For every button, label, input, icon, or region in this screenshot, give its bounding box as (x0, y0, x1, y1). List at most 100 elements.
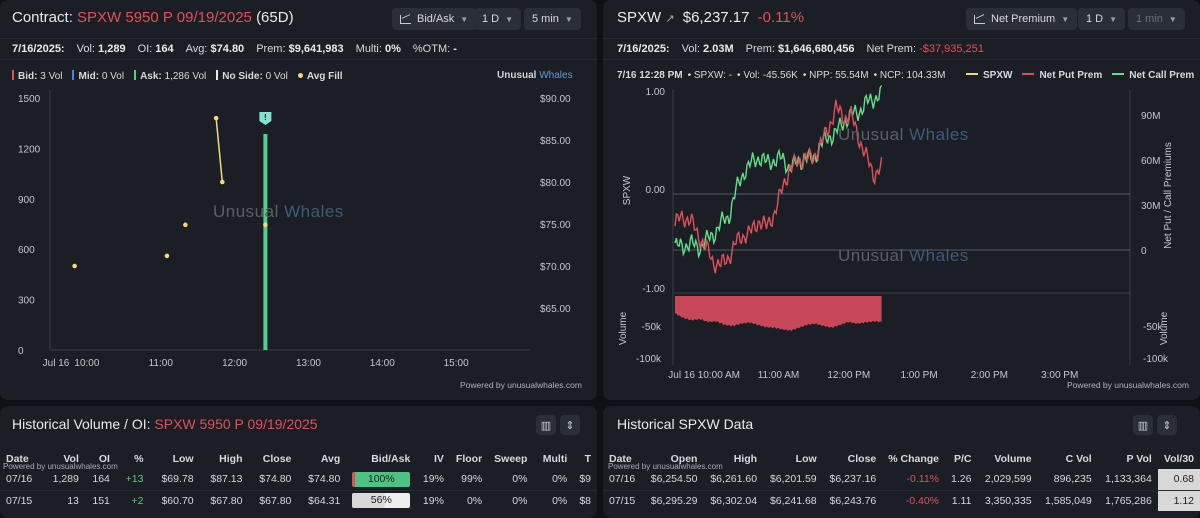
legend-avg-fill[interactable]: Avg Fill (297, 71, 343, 82)
table-cell-close: $67.80 (248, 489, 298, 511)
hist-spx-title: Historical SPXW Data (617, 416, 754, 432)
column-header[interactable]: Sweep (494, 452, 528, 465)
table-cell-low: $60.70 (149, 489, 200, 511)
premium-mode-select[interactable]: Net Premium ▼ (966, 8, 1078, 30)
historical-spxw-panel: Historical SPXW Data ▥ ⇕ Date Open High Low… (603, 406, 1200, 518)
table-row[interactable]: 07/16 1,289 164 +13 $69.78 $87.13 $74.80 $74.80… (0, 469, 597, 490)
table-cell-low: $6,241.68 (763, 489, 823, 511)
column-header[interactable]: P Vol (1126, 452, 1152, 465)
interval-select[interactable]: 1 min ▼ (1128, 8, 1185, 30)
avg-fill-point (220, 179, 225, 185)
column-header[interactable]: Floor (455, 452, 483, 465)
column-header[interactable]: OI (98, 452, 110, 465)
column-header[interactable]: High (733, 452, 758, 465)
column-header[interactable]: Low (172, 452, 194, 465)
table-cell-date: 07/15 (0, 489, 47, 511)
x-tick-label: 13:00 (296, 358, 321, 369)
table-cell-date: 07/16 (6, 473, 33, 486)
y-left-tick-label: 1200 (18, 144, 41, 155)
legend-spxw[interactable]: SPXW (966, 70, 1012, 81)
columns-icon[interactable]: ▥ (1133, 415, 1153, 435)
avg-fill-line (215, 118, 224, 183)
column-header[interactable]: High (219, 452, 243, 465)
vol-tick-label: -50k (642, 322, 662, 333)
table-cell-high: $67.80 (199, 489, 249, 511)
x-tick-label: 10:00 (74, 358, 99, 369)
volume-axis-label-right: Volume (1159, 311, 1171, 346)
range-select[interactable]: 1 D ▼ (1078, 8, 1126, 30)
range-label: 1 D (1086, 13, 1104, 25)
legend-mid[interactable]: Mid: 0 Vol (72, 70, 124, 82)
expand-icon[interactable]: ⇕ (1157, 415, 1177, 435)
column-header[interactable]: Date (6, 452, 29, 465)
column-header[interactable]: % Change (888, 452, 940, 465)
column-header[interactable]: IV (433, 452, 444, 465)
legend-noside[interactable]: No Side: 0 Vol (216, 70, 288, 82)
legend-ask[interactable]: Ask: 1,286 Vol (134, 70, 206, 82)
table-cell-chg: -0.11% (906, 473, 940, 486)
column-header[interactable]: Vol/30 (1163, 452, 1194, 465)
column-header[interactable]: P/C (953, 452, 972, 465)
external-link-icon[interactable]: ↗ (665, 13, 675, 25)
table-row[interactable]: 07/15 13 151 +2 $60.70 $67.80 $67.80 $64.31 56% 1… (0, 489, 597, 511)
legend-net-call[interactable]: Net Call Prem (1112, 70, 1194, 81)
x-tick-label: 12:00 (222, 358, 247, 369)
chevron-down-icon: ▼ (1168, 14, 1177, 24)
column-header[interactable]: Vol (63, 452, 79, 465)
table-row[interactable]: 07/16 $6,254.50 $6,261.60 $6,201.59 $6,237.1… (603, 469, 1200, 490)
column-header[interactable]: Bid/Ask (371, 452, 411, 465)
chart-mode-select[interactable]: Bid/Ask ▼ (392, 8, 477, 30)
column-header[interactable]: Open (670, 452, 698, 465)
stat-vol: Vol: 2.03M (681, 43, 734, 55)
y-right-tick-label: $75.00 (540, 220, 571, 231)
x-tick-label: 12:00 PM (827, 370, 870, 381)
y-right-tick-label: $90.00 (540, 94, 571, 105)
contract-chart-panel: Contract: SPXW 5950 P 09/19/2025 (65D) B… (0, 0, 597, 400)
legend-bid[interactable]: Bid: 3 Vol (12, 70, 62, 82)
table-cell-date: 07/16 (609, 473, 636, 486)
interval-select[interactable]: 5 min ▼ (524, 8, 581, 30)
powered-by: Powered by unusualwhales.com (3, 462, 118, 471)
spxw-price: $6,237.17 (682, 9, 750, 26)
contract-symbol[interactable]: SPXW 5950 P 09/19/2025 (77, 9, 252, 26)
column-header[interactable]: Low (795, 452, 817, 465)
net-premium-chart: 1.00 0.00 -1.00 90M 60M 30M 0 -50k -100k -50k -100… (636, 85, 1169, 381)
stat-multi: Multi: 0% (355, 43, 401, 55)
stat-prem: Prem: $9,641,983 (256, 43, 344, 55)
contract-title-prefix: Contract: (12, 9, 73, 26)
column-header[interactable]: C Vol (1065, 452, 1092, 465)
volume-axis-label-left: Volume (618, 311, 630, 346)
marker-flag-icon (259, 111, 272, 125)
range-select[interactable]: 1 D ▼ (474, 8, 522, 30)
spxw-symbol[interactable]: SPXW (617, 9, 662, 26)
column-header[interactable]: Avg (320, 452, 341, 465)
spxw-stats-bar: 7/16/2025: Vol: 2.03M Prem: $1,646,680,4… (603, 38, 1200, 60)
axis-left-label: SPXW (622, 175, 634, 206)
premium-mode-label: Net Premium (991, 13, 1056, 25)
column-header[interactable]: % (134, 452, 144, 465)
table-row[interactable]: 07/15 $6,295.29 $6,302.04 $6,241.68 $6,243.7… (603, 489, 1200, 511)
column-header[interactable]: Close (262, 452, 292, 465)
table-cell-close: $74.80 (259, 473, 292, 486)
column-header[interactable]: T (584, 452, 591, 465)
chevron-down-icon: ▼ (564, 14, 573, 24)
historical-volume-oi-panel: Historical Volume / OI: SPXW 5950 P 09/1… (0, 406, 597, 518)
table-cell-pc: 1.26 (951, 473, 972, 486)
column-header[interactable]: Multi (542, 452, 568, 465)
vol-tick-label: -100k (1143, 354, 1169, 365)
y-right-tick-label: 30M (1141, 201, 1160, 212)
columns-icon[interactable]: ▥ (536, 415, 556, 435)
column-header[interactable]: Date (609, 452, 632, 465)
column-header[interactable]: Volume (994, 452, 1032, 465)
spxw-chart-panel: SPXW ↗ $6,237.17 -0.11% Net Premium ▼ 1 … (603, 0, 1200, 400)
expand-icon[interactable]: ⇕ (560, 415, 580, 435)
legend-net-put[interactable]: Net Put Prem (1022, 70, 1102, 81)
chevron-down-icon: ▼ (505, 14, 514, 24)
bid-ask-bar: 100% (352, 471, 411, 487)
x-tick-label: Jul 16 (43, 358, 70, 369)
column-header[interactable]: Close (847, 452, 877, 465)
table-cell-oi: 151 (84, 489, 116, 511)
powered-by: Powered by unusualwhales.com (460, 380, 582, 390)
interval-label: 1 min (1136, 13, 1163, 25)
table-cell-avg: $64.31 (297, 489, 347, 511)
